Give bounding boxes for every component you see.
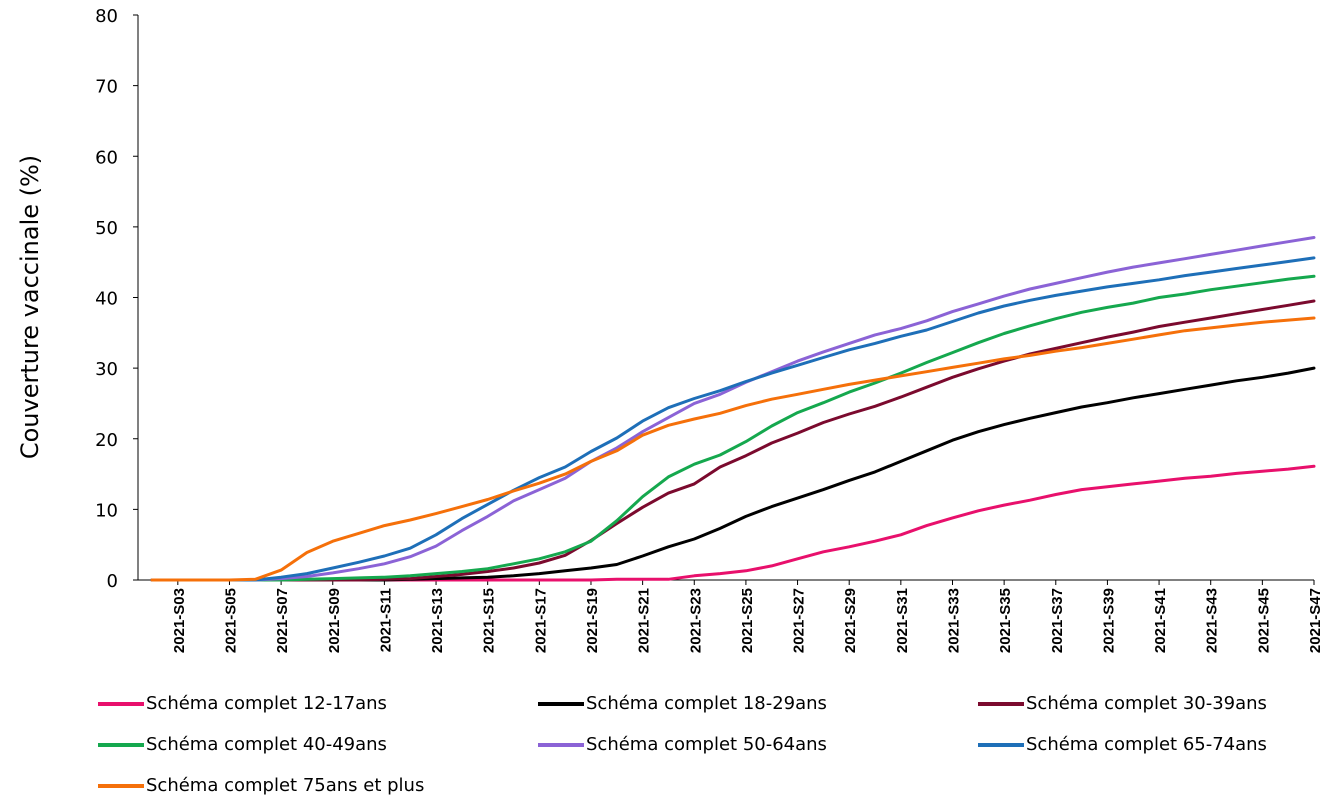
x-axis: 2021-S03 2021-S05 2021-S07 2021-S09 2021-S11…	[138, 579, 1324, 653]
series-line-3	[150, 299, 1316, 582]
x-tick-label: 2021-S43	[1204, 588, 1221, 653]
series-line-4	[150, 274, 1316, 582]
x-tick-label: 2021-S39	[1100, 588, 1117, 653]
x-tick-label: 2021-S35	[997, 588, 1014, 653]
y-tick-label: 60	[95, 147, 118, 168]
x-tick-label: 2021-S31	[894, 588, 911, 653]
y-tick-label: 0	[107, 571, 118, 592]
series-line-7	[150, 316, 1316, 582]
x-tick-label: 2021-S19	[584, 588, 601, 653]
y-tick-label: 70	[95, 77, 118, 98]
series-lines	[150, 236, 1316, 582]
y-tick-label: 30	[95, 359, 118, 380]
x-tick-label: 2021-S07	[274, 588, 291, 653]
series-line-5	[150, 236, 1316, 582]
x-tick-label: 2021-S17	[532, 588, 549, 653]
y-tick-label: 80	[95, 6, 118, 27]
x-tick-label: 2021-S13	[429, 588, 446, 653]
x-tick-label: 2021-S45	[1255, 588, 1272, 653]
y-tick-label: 20	[95, 430, 118, 451]
x-tick-label: 2021-S09	[326, 588, 343, 653]
x-tick-label: 2021-S25	[739, 588, 756, 653]
x-tick-label: 2021-S47	[1307, 588, 1324, 653]
y-tick-label: 40	[95, 289, 118, 310]
x-tick-label: 2021-S29	[842, 588, 859, 653]
y-axis-label: Couverture vaccinale (%)	[16, 155, 44, 459]
x-tick-label: 2021-S15	[481, 588, 498, 653]
series-line-2	[150, 366, 1316, 582]
x-tick-label: 2021-S41	[1152, 588, 1169, 653]
x-tick-label: 2021-S37	[1049, 588, 1066, 653]
x-tick-label: 2021-S33	[945, 588, 962, 653]
x-tick-label: 2021-S05	[222, 588, 239, 653]
series-line-6	[150, 256, 1316, 582]
x-tick-label: 2021-S03	[171, 588, 188, 653]
x-tick-label: 2021-S27	[791, 588, 808, 653]
x-tick-label: 2021-S11	[377, 588, 394, 652]
x-tick-label: 2021-S21	[636, 588, 653, 653]
x-tick-label: 2021-S23	[687, 588, 704, 653]
y-axis: 0 10 20 30 40 50 60 70 80	[95, 6, 139, 592]
y-tick-label: 50	[95, 218, 118, 239]
y-tick-label: 10	[95, 500, 118, 521]
